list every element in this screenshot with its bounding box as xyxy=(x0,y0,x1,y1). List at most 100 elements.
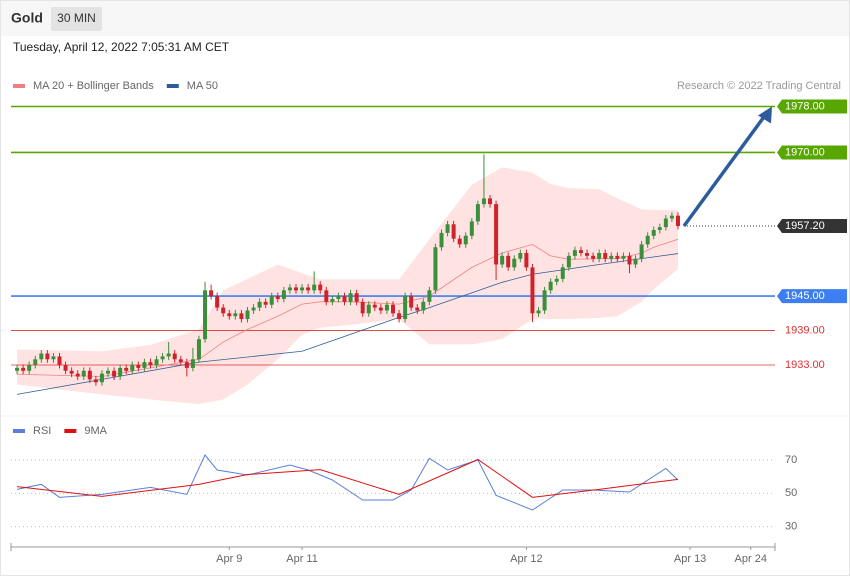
interval-button[interactable] xyxy=(51,7,102,31)
candle-body xyxy=(106,370,111,374)
candle-body xyxy=(566,255,571,268)
candle-body xyxy=(293,287,298,291)
interval[interactable]: 30 MIN xyxy=(57,11,96,25)
candle-body xyxy=(542,290,547,311)
candle-body xyxy=(463,235,468,245)
candle-body xyxy=(300,287,305,291)
candle-body xyxy=(184,362,189,368)
candle-body xyxy=(421,301,426,311)
candle-body xyxy=(597,253,602,259)
candle-body xyxy=(63,365,68,371)
x-tick-label: Apr 13 xyxy=(674,553,706,565)
candle-body xyxy=(348,293,353,302)
candle-body xyxy=(481,198,486,205)
legend-label: 9MA xyxy=(84,425,107,437)
candle-body xyxy=(312,284,317,291)
level-label: 1945.00 xyxy=(785,290,825,302)
candle-body xyxy=(21,367,26,371)
ma20-line xyxy=(17,238,679,377)
candle-body xyxy=(384,304,389,311)
candle-body xyxy=(621,255,626,259)
subtitle: Tuesday, April 12, 2022 7:05:31 AM CET xyxy=(13,40,230,54)
candle-body xyxy=(657,227,662,231)
level-tag xyxy=(777,145,847,160)
candle-body xyxy=(585,253,590,256)
candle-body xyxy=(87,370,92,380)
candle-body xyxy=(318,284,323,291)
candle-body xyxy=(536,310,541,314)
bollinger-band xyxy=(17,167,678,405)
header-bar xyxy=(1,1,849,36)
candle-body xyxy=(281,290,286,299)
candle-body xyxy=(196,339,201,360)
candle-body xyxy=(203,290,208,340)
candle-body xyxy=(506,255,511,268)
candle-body xyxy=(75,373,80,377)
candle-body xyxy=(427,290,432,302)
candle-body xyxy=(675,215,680,226)
candle-body xyxy=(275,296,280,299)
candle-body xyxy=(233,313,238,317)
candle-body xyxy=(190,359,195,368)
level-label: 1970.00 xyxy=(785,146,825,158)
candle-body xyxy=(530,267,535,314)
candle-body xyxy=(154,359,159,366)
candle-body xyxy=(257,301,262,308)
x-tick-label: Apr 24 xyxy=(735,553,767,565)
candle-body xyxy=(366,304,371,314)
candle-body xyxy=(378,307,383,311)
level-tag xyxy=(777,289,847,304)
candle-body xyxy=(269,296,274,305)
candle-body xyxy=(633,258,638,265)
rsi-tick-label: 30 xyxy=(785,521,797,533)
projection-arrowhead xyxy=(758,106,772,124)
chart-title: Gold xyxy=(11,10,43,26)
candle-body xyxy=(15,367,20,371)
x-tick-label: Apr 11 xyxy=(286,553,318,565)
candle-body xyxy=(221,307,226,314)
candle-body xyxy=(397,313,402,320)
last-price-label: 1957.20 xyxy=(785,220,825,232)
rsi-line xyxy=(17,458,679,498)
candle-body xyxy=(239,313,244,320)
level-label: 1933.00 xyxy=(785,359,825,371)
candle-body xyxy=(627,255,632,265)
candle-body xyxy=(287,287,292,291)
rsi-tick-label: 50 xyxy=(785,487,797,499)
candle-body xyxy=(330,298,335,302)
candle-body xyxy=(554,278,559,282)
candle-body xyxy=(263,301,268,305)
candle-body xyxy=(391,304,395,314)
candle-body xyxy=(457,238,462,245)
candle-body xyxy=(142,362,147,368)
level-label: 1939.00 xyxy=(785,324,825,336)
candle-body xyxy=(81,370,86,377)
candle-body xyxy=(136,365,141,368)
candle-body xyxy=(469,221,474,236)
candle-body xyxy=(245,310,250,320)
candle-body xyxy=(591,255,596,259)
candle-body xyxy=(93,379,98,383)
candle-body xyxy=(118,367,123,377)
candle-body xyxy=(372,304,377,308)
candle-body xyxy=(669,215,674,219)
candle-body xyxy=(603,253,608,259)
candle-body xyxy=(518,253,523,259)
candle-body xyxy=(27,365,32,371)
candle-body xyxy=(639,244,644,259)
candle-body xyxy=(360,301,365,314)
candle-body xyxy=(524,253,529,268)
candle-body xyxy=(609,255,614,259)
legend-swatch xyxy=(166,84,179,88)
candle-body xyxy=(342,296,347,302)
candle-body xyxy=(615,255,620,259)
candle-body xyxy=(488,198,493,205)
candle-body xyxy=(39,353,44,360)
candle-body xyxy=(306,287,311,291)
candle-body xyxy=(512,258,517,268)
legend-swatch xyxy=(13,84,25,88)
candle-body xyxy=(99,373,104,383)
candle-body xyxy=(560,267,565,279)
candle-body xyxy=(33,359,38,366)
